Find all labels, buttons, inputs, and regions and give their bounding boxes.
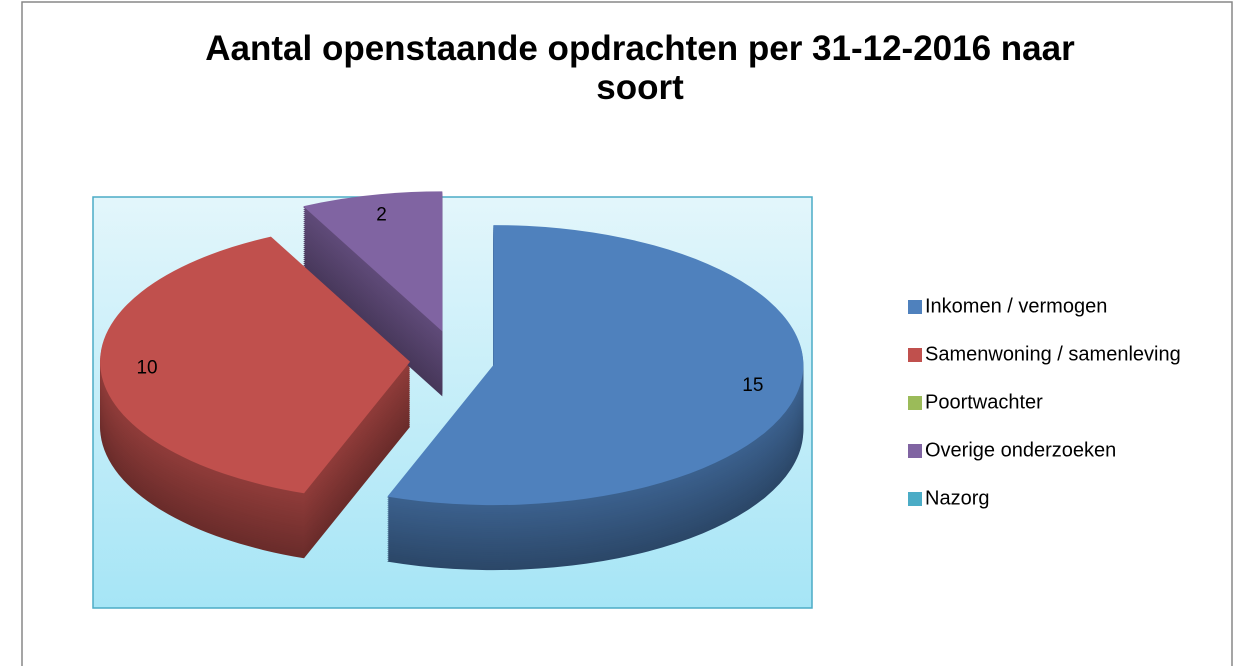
slice — [387, 225, 804, 506]
legend-label: Overige onderzoeken — [925, 439, 1116, 461]
legend-swatch — [908, 300, 922, 314]
pie: 15 10 2 — [100, 191, 804, 571]
data-label: 15 — [742, 375, 763, 396]
slice — [303, 191, 443, 332]
legend-label: Nazorg — [925, 487, 989, 509]
slice — [100, 236, 411, 494]
legend-swatch — [908, 492, 922, 506]
legend-label: Inkomen / vermogen — [925, 295, 1107, 317]
legend-label: Samenwoning / samenleving — [925, 343, 1181, 365]
chart-title: Aantal openstaande opdrachten per 31-12-… — [205, 30, 1075, 107]
data-label: 2 — [376, 205, 387, 226]
legend-swatch — [908, 396, 922, 410]
data-label: 10 — [136, 358, 157, 379]
title-box: Aantal openstaande opdrachten per 31-12-… — [205, 30, 1075, 107]
legend-swatch — [908, 444, 922, 458]
legend: Inkomen / vermogen Samenwoning / samenlev… — [908, 295, 1181, 509]
legend-swatch — [908, 348, 922, 362]
legend-label: Poortwachter — [925, 391, 1043, 413]
